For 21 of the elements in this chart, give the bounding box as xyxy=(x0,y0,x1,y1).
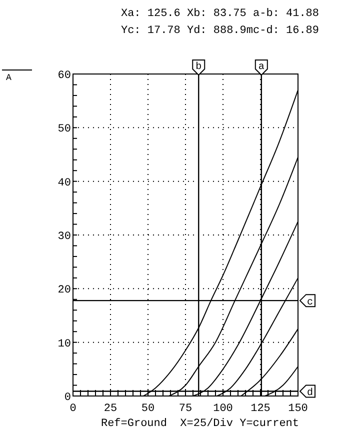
y-tick-label: 40 xyxy=(58,177,71,190)
x-tick-label: 25 xyxy=(104,403,118,415)
chart-subtitle: Yc: 17.78 Yd: 888.9mc-d: 16.89 xyxy=(120,25,320,37)
x-tick-label: 125 xyxy=(250,403,270,415)
ref-line-label: b xyxy=(196,61,202,73)
text: Ref=Ground X=25/Div Y=current xyxy=(100,418,300,430)
text: A xyxy=(6,73,12,83)
y-tick-label: 0 xyxy=(64,392,71,404)
chart-title: Xa: 125.6 Xb: 83.75 a-b: 41.88 xyxy=(120,8,320,20)
y-tick-label: 10 xyxy=(58,338,71,350)
y-tick-label: 50 xyxy=(58,124,71,136)
ref-line-label: a xyxy=(258,62,264,73)
x-tick-label: 150 xyxy=(288,403,308,415)
ref-line-label: d xyxy=(306,387,314,400)
y-tick-label: 30 xyxy=(58,231,71,243)
x-tick-label: 75 xyxy=(178,403,192,415)
y-tick-label: 60 xyxy=(58,70,71,82)
x-tick-label: 50 xyxy=(141,403,155,415)
x-tick-label: 100 xyxy=(213,403,233,415)
y-tick-label: 20 xyxy=(58,284,71,297)
ref-line-label: c xyxy=(306,298,314,309)
